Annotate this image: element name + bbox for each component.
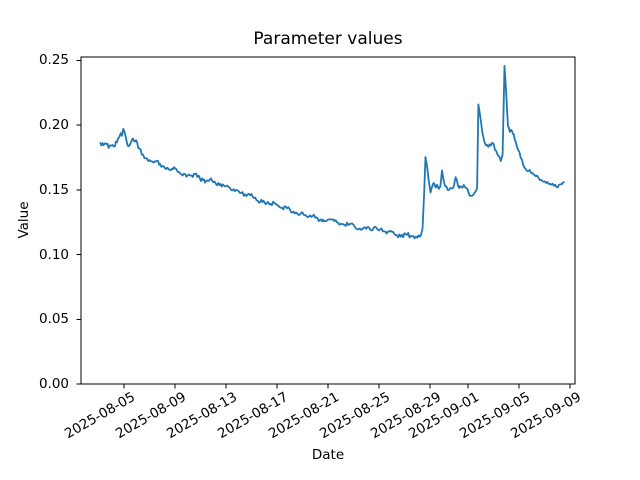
y-tick-label: 0.05 <box>38 311 69 328</box>
data-line <box>99 65 565 240</box>
y-tick-label: 0.25 <box>38 52 69 69</box>
y-tick-label: 0.00 <box>38 376 69 392</box>
y-tick-label: 0.20 <box>38 117 69 134</box>
y-tick-label: 0.15 <box>38 181 69 198</box>
chart-title: Parameter values <box>253 29 403 49</box>
x-axis-label: Date <box>311 447 345 463</box>
y-axis-label: Value <box>16 201 32 239</box>
y-tick-label: 0.10 <box>38 246 69 263</box>
